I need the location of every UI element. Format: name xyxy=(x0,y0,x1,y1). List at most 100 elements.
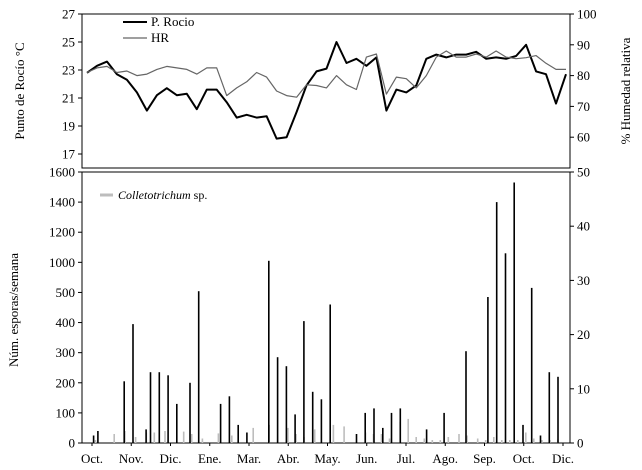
count-bar-25 xyxy=(373,408,375,443)
tick-label-right-1: 70 xyxy=(577,99,590,114)
colletotrichum-bars xyxy=(94,418,559,443)
gray-bar-11 xyxy=(231,435,233,443)
bottom-tick-label-1: 100 xyxy=(56,405,76,420)
bottom-tick-label-5: 500 xyxy=(56,285,76,300)
count-bar-29 xyxy=(425,429,428,443)
bottom-tick-label-3: 300 xyxy=(56,345,76,360)
gray-bar-22 xyxy=(380,434,383,443)
count-bar-28 xyxy=(399,408,402,443)
count-bar-15 xyxy=(268,260,270,443)
bottom-tick-label-9: 1600 xyxy=(49,165,75,180)
tick-label-right-2: 80 xyxy=(577,68,590,83)
top-right-axis: 60 70 80 90 100 xyxy=(570,7,597,145)
tick-label-right-3: 90 xyxy=(577,37,590,52)
count-bar-37 xyxy=(530,287,533,443)
tick-label-left-3: 23 xyxy=(62,63,75,78)
count-bar-16 xyxy=(276,357,279,443)
gray-bar-18 xyxy=(332,424,335,443)
gray-bar-17 xyxy=(313,429,316,443)
gray-bar-7 xyxy=(182,431,185,443)
count-bar-18 xyxy=(294,414,296,443)
bottom-tick-label-7: 1200 xyxy=(49,225,75,240)
bottom-right-tick-label-5: 50 xyxy=(577,165,590,180)
gray-bar-8 xyxy=(190,434,193,443)
count-bar-31 xyxy=(465,351,467,443)
count-bar-21 xyxy=(320,399,323,443)
gray-bar-35 xyxy=(493,437,495,443)
month-label-2: Dic. xyxy=(159,451,181,466)
legend-label-humidity: HR xyxy=(151,30,169,45)
bottom-right-tick-label-2: 20 xyxy=(577,327,590,342)
gray-bar-15 xyxy=(295,434,297,443)
legend-genus: Colletotrichum xyxy=(118,188,191,202)
count-bar-10 xyxy=(197,291,200,443)
month-label-9: Ago. xyxy=(432,451,458,466)
bottom-left-axis-label: Núm. esporas/semana xyxy=(6,253,21,367)
gray-bar-19 xyxy=(343,426,345,443)
count-bars xyxy=(92,182,559,444)
gray-bar-40 xyxy=(533,438,535,443)
month-label-1: Nov. xyxy=(119,451,144,466)
dewpoint-humidity-chart: 17 19 21 23 25 27 60 70 80 90 100 Punto de Rocío … xyxy=(12,7,633,169)
top-right-axis-label: % Humedad relativa xyxy=(618,37,633,144)
bottom-tick-label-4: 400 xyxy=(56,315,76,330)
legend-label-colletotrichum: Colletotrichum sp. xyxy=(118,188,207,202)
gray-bar-0 xyxy=(94,440,97,443)
count-bar-1 xyxy=(97,431,99,443)
gray-bar-12 xyxy=(252,427,254,443)
bottom-tick-label-0: 0 xyxy=(69,436,76,451)
bottom-legend: Colletotrichum sp. xyxy=(100,188,207,202)
gray-bar-14 xyxy=(287,427,289,443)
count-bar-35 xyxy=(513,182,515,443)
gray-bar-29 xyxy=(439,440,442,443)
bottom-right-tick-label-3: 30 xyxy=(577,273,590,288)
humidity-line xyxy=(86,50,566,98)
count-bar-8 xyxy=(176,403,178,443)
bottom-tick-label-8: 1400 xyxy=(49,195,75,210)
gray-bar-9 xyxy=(201,438,204,443)
gray-bar-34 xyxy=(484,440,487,443)
month-label-11: Oct. xyxy=(513,451,535,466)
count-bar-6 xyxy=(158,372,161,443)
gray-bar-23 xyxy=(388,438,391,443)
month-label-10: Sep. xyxy=(473,451,496,466)
top-legend: P. Rocio HR xyxy=(123,14,194,45)
count-bar-17 xyxy=(285,366,288,443)
dewpoint-line xyxy=(86,41,567,140)
month-label-6: May. xyxy=(314,451,340,466)
month-label-4: Mar. xyxy=(237,451,261,466)
count-bar-39 xyxy=(548,372,551,443)
count-bar-14 xyxy=(246,432,248,443)
tick-label-right-4: 100 xyxy=(577,7,597,22)
month-label-0: Oct. xyxy=(81,451,103,466)
month-label-3: Ene. xyxy=(198,451,221,466)
gray-bar-39 xyxy=(525,432,527,443)
gray-bar-32 xyxy=(466,435,468,443)
count-bar-27 xyxy=(390,412,393,443)
legend-label-dewpoint: P. Rocio xyxy=(151,14,194,29)
count-bar-11 xyxy=(219,403,222,443)
tick-label-left-0: 17 xyxy=(62,147,76,162)
count-bar-22 xyxy=(329,304,331,443)
gray-bar-38 xyxy=(517,440,519,443)
bottom-tick-label-2: 200 xyxy=(56,375,76,390)
month-label-7: Jun. xyxy=(356,451,377,466)
count-bar-36 xyxy=(522,424,524,443)
gray-bar-25 xyxy=(407,418,409,443)
count-bar-7 xyxy=(167,375,169,444)
top-left-axis: 17 19 21 23 25 27 xyxy=(62,7,82,162)
gray-bar-3 xyxy=(134,437,137,443)
count-bar-12 xyxy=(228,396,231,443)
gray-bar-36 xyxy=(501,440,503,443)
gray-bar-31 xyxy=(458,434,460,443)
tick-label-left-4: 25 xyxy=(62,35,75,50)
count-bar-4 xyxy=(145,429,147,443)
count-bar-40 xyxy=(557,376,559,443)
gray-bar-41 xyxy=(541,440,543,443)
bottom-left-axis: 0 100 200 300 400 500 1000 1200 1400 1600 xyxy=(49,165,82,451)
top-plot-frame xyxy=(81,13,571,169)
tick-label-left-5: 27 xyxy=(62,7,76,22)
top-series xyxy=(86,41,567,140)
count-bar-3 xyxy=(132,324,134,443)
